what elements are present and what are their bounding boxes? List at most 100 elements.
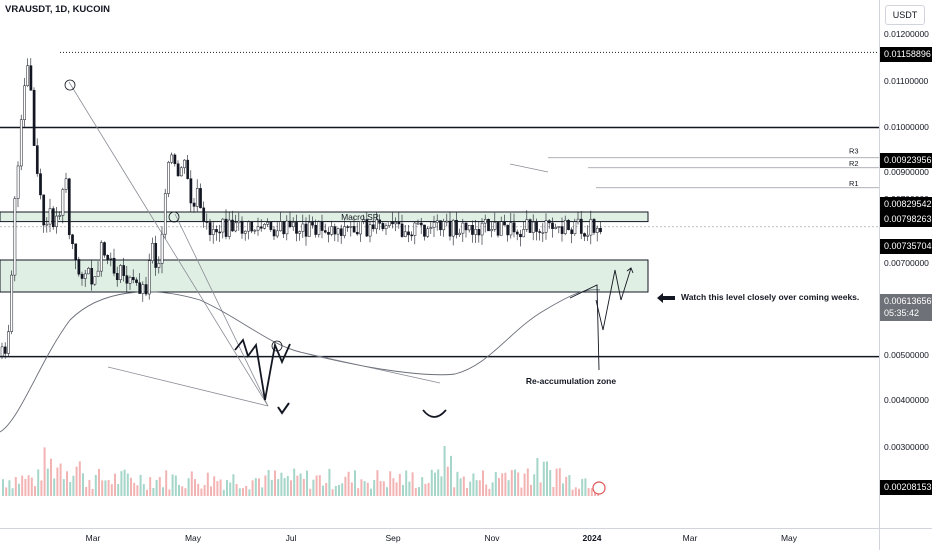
volume-bar — [462, 476, 465, 496]
volume-bar — [123, 469, 126, 496]
volume-bar — [389, 471, 392, 496]
volume-bar — [242, 488, 244, 496]
candle-body — [285, 220, 289, 235]
candle-body — [231, 219, 234, 232]
volume-bar — [370, 488, 372, 496]
candle-body — [547, 220, 551, 224]
volume-bar — [366, 482, 369, 496]
candle-body — [464, 222, 468, 231]
candle-body — [359, 220, 362, 235]
r3-label: R3 — [849, 147, 859, 156]
candle-body — [263, 224, 266, 229]
candle-body — [541, 232, 545, 234]
candle-body — [87, 267, 90, 275]
candle-body — [269, 221, 273, 230]
candle-body — [19, 119, 23, 167]
candle-body — [151, 243, 154, 261]
y-tick-label: 0.00400000 — [884, 395, 929, 405]
volume-bar — [571, 489, 574, 496]
watch-note-text: Watch this level closely over coming wee… — [681, 292, 859, 302]
candle-body — [192, 202, 196, 207]
candle-body — [227, 219, 231, 237]
volume-bar — [565, 476, 568, 496]
candle-body — [595, 227, 599, 233]
candle-body — [483, 219, 487, 224]
candle-body — [167, 162, 170, 194]
volume-bar — [210, 486, 212, 496]
candle-body — [583, 233, 586, 237]
candle-body — [576, 218, 580, 222]
candle-body — [592, 219, 596, 233]
volume-bar — [322, 485, 324, 496]
volume-bar — [472, 473, 475, 496]
volume-bar — [5, 487, 8, 496]
volume-bar — [37, 469, 40, 496]
volume-bar — [11, 488, 14, 496]
candle-body — [135, 279, 138, 283]
volume-bar — [130, 477, 132, 496]
volume-bar — [299, 473, 302, 496]
candle-body — [29, 65, 33, 91]
event-marker-icon — [592, 481, 606, 495]
candle-body — [496, 222, 500, 236]
volume-bar — [56, 467, 59, 496]
candle-body — [51, 208, 55, 227]
volume-bar — [373, 479, 376, 496]
candle-body — [259, 226, 263, 229]
volume-bar — [331, 489, 334, 496]
candle-body — [154, 243, 158, 268]
volume-bar — [405, 470, 408, 496]
volume-bar — [222, 489, 225, 496]
candle-body — [512, 222, 516, 233]
currency-selector[interactable]: USDT — [885, 5, 925, 25]
candle-body — [336, 228, 340, 235]
volume-bar — [114, 473, 116, 496]
candle-body — [352, 226, 356, 233]
volume-bar — [555, 468, 558, 496]
volume-bar — [254, 478, 257, 496]
candle-body — [275, 230, 279, 237]
volume-bar — [491, 482, 494, 496]
candle-body — [301, 223, 305, 232]
candle-body — [410, 234, 414, 237]
candle-body — [368, 224, 372, 237]
volume-bar — [34, 486, 36, 496]
candle-body — [42, 194, 46, 226]
candle-body — [515, 231, 519, 235]
candle-body — [416, 222, 420, 225]
volume-bar — [469, 481, 472, 496]
volume-bar — [386, 487, 388, 496]
candle-body — [16, 165, 20, 199]
bottom-price-tag: 0.00208153 — [880, 480, 932, 495]
volume-bar — [107, 480, 110, 496]
volume-bar — [530, 484, 532, 496]
candle-body — [138, 282, 142, 294]
trend-line-upper — [68, 81, 269, 407]
volume-bar — [18, 483, 20, 496]
volume-bar — [261, 487, 264, 496]
r3-price-tag: 0.00829542 — [880, 197, 932, 212]
y-tick-label: 0.00500000 — [884, 350, 929, 360]
volume-bar — [245, 485, 248, 496]
volume-bar — [533, 474, 536, 496]
volume-bar — [142, 484, 145, 496]
candle-body — [45, 223, 49, 226]
volume-bar — [165, 470, 168, 496]
y-tick-label: 0.00300000 — [884, 442, 929, 452]
volume-bar — [280, 472, 283, 496]
volume-bar — [251, 480, 254, 496]
volume-bar — [584, 478, 587, 496]
candle-body — [362, 219, 366, 222]
candle-body — [199, 188, 202, 209]
chart-title: VRAUSDT, 1D, KUCOIN — [5, 4, 111, 15]
candle-body — [55, 215, 58, 227]
candle-body — [250, 221, 254, 232]
volume-bar — [296, 475, 299, 496]
candle-body — [333, 226, 337, 235]
volume-bar — [21, 475, 24, 496]
volume-bar — [178, 484, 180, 496]
candle-body — [599, 227, 602, 233]
x-tick-label: Sep — [385, 533, 400, 543]
volume-bar — [94, 475, 97, 496]
